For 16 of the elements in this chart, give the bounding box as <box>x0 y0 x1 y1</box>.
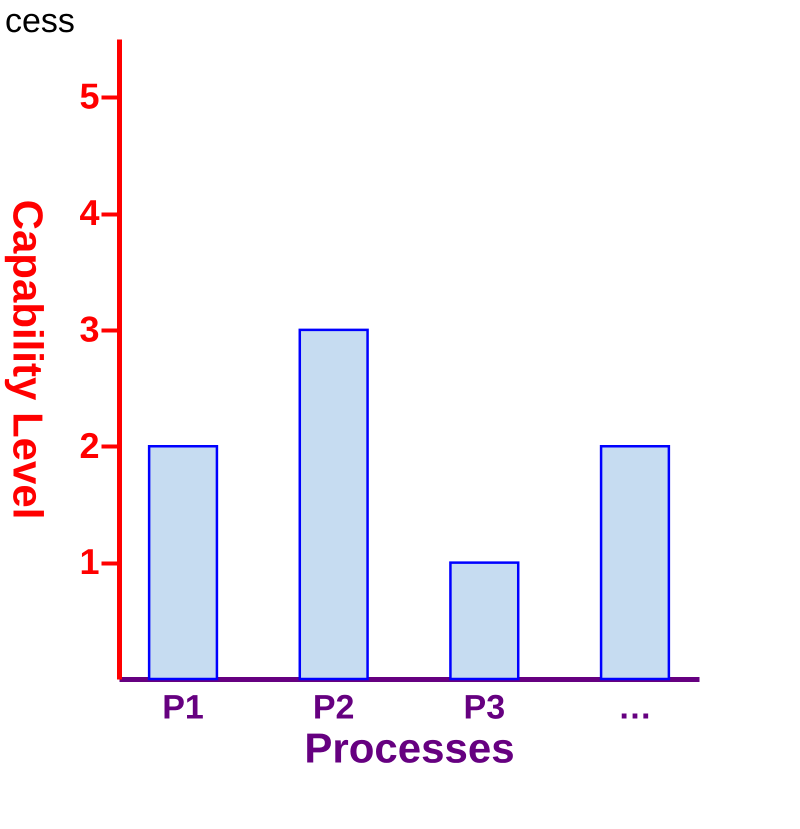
text: cess <box>5 2 75 40</box>
y-axis-title: Capability Level <box>4 200 52 520</box>
x-tick-label: P1 <box>162 688 204 726</box>
x-axis-title: Processes <box>304 724 515 772</box>
bar <box>298 328 369 680</box>
y-tick-label: 4 <box>79 192 100 234</box>
bar <box>148 445 218 680</box>
y-tick-label: 3 <box>79 308 100 350</box>
y-tick-label: 1 <box>79 541 100 582</box>
y-tick-label: 2 <box>79 424 100 466</box>
x-tick-label: P2 <box>312 688 354 726</box>
x-tick-label: … <box>618 688 652 726</box>
bar <box>449 561 520 680</box>
y-tick-label: 5 <box>79 76 100 117</box>
x-tick-label: P3 <box>464 688 506 726</box>
bar <box>600 445 670 680</box>
